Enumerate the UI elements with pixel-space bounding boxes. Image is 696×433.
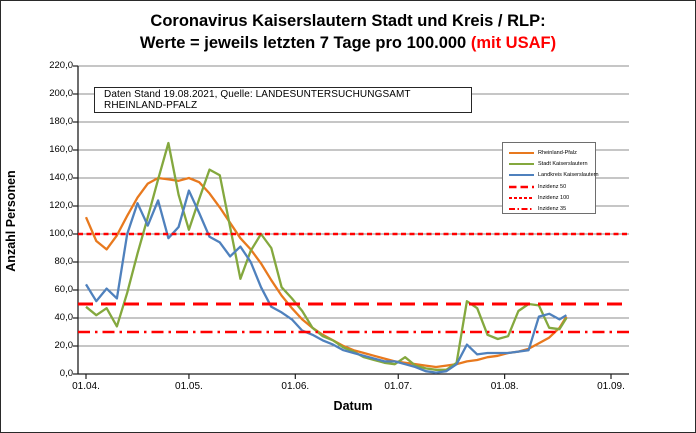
y-axis-tick-label: 20,0 bbox=[54, 340, 74, 351]
legend-label: Inzidenz 100 bbox=[538, 194, 570, 201]
legend-label: Inzidenz 35 bbox=[538, 206, 567, 213]
y-axis-tick-label: 0,0 bbox=[59, 368, 73, 379]
legend-row: Landkreis Kaiserslautern bbox=[508, 170, 599, 181]
legend-line-sample bbox=[509, 185, 534, 188]
y-axis-tick-label: 140,0 bbox=[49, 172, 73, 183]
legend-row: Inzidenz 50 bbox=[508, 181, 595, 192]
y-axis-tick-label: 160,0 bbox=[49, 144, 73, 155]
x-axis-tick-label: 01.07. bbox=[384, 381, 413, 392]
legend-label: Landkreis Kaiserslautern bbox=[538, 172, 599, 179]
x-axis-tick-label: 01.09. bbox=[597, 381, 625, 392]
legend-label: Stadt Kaiserslautern bbox=[538, 160, 588, 167]
chart-title-line1: Coronavirus Kaiserslautern Stadt und Kre… bbox=[150, 12, 546, 30]
legend-row: Stadt Kaiserslautern bbox=[508, 158, 595, 169]
series-stadt-kaiserslautern bbox=[85, 141, 568, 371]
legend-line-sample bbox=[509, 151, 534, 154]
chart-title-line2: Werte = jeweils letzten 7 Tage pro 100.0… bbox=[1, 32, 695, 54]
y-axis-tick-label: 200,0 bbox=[49, 88, 73, 99]
x-axis-tick-label: 01.06. bbox=[281, 381, 310, 392]
y-axis-tick-label: 60,0 bbox=[54, 284, 74, 295]
x-axis-tick-label: 01.05. bbox=[175, 381, 203, 392]
y-axis-tick-label: 40,0 bbox=[54, 312, 74, 323]
legend-row: Inzidenz 35 bbox=[508, 203, 595, 214]
x-axis-title: Datum bbox=[333, 399, 373, 413]
legend-line-sample bbox=[509, 196, 534, 199]
chart-title: Coronavirus Kaiserslautern Stadt und Kre… bbox=[1, 10, 695, 54]
x-axis-tick-label: 01.04. bbox=[72, 381, 100, 392]
chart-title-line2-black: Werte = jeweils letzten 7 Tage pro 100.0… bbox=[139, 34, 471, 52]
series-landkreis-kaiserslautern bbox=[85, 189, 567, 374]
legend-row: Inzidenz 100 bbox=[508, 192, 595, 203]
chart-legend: Rheinland-Pfalz Stadt Kaiserslautern Landk… bbox=[502, 142, 599, 214]
usaf-highlight: (mit USAF) bbox=[470, 34, 557, 52]
legend-line-sample bbox=[509, 174, 534, 177]
legend-label: Inzidenz 50 bbox=[538, 183, 567, 190]
y-axis-tick-label: 100,0 bbox=[49, 228, 73, 239]
y-axis-tick-label: 180,0 bbox=[49, 116, 73, 127]
legend-line-sample bbox=[509, 208, 534, 211]
legend-row: Rheinland-Pfalz bbox=[508, 147, 595, 158]
y-axis-tick-label: 220,0 bbox=[49, 60, 73, 71]
y-axis-tick-label: 120,0 bbox=[49, 200, 73, 211]
y-axis-tick-label: 80,0 bbox=[54, 256, 74, 267]
y-axis-title: Anzahl Personen bbox=[4, 170, 18, 272]
legend-label: Rheinland-Pfalz bbox=[538, 149, 577, 156]
data-source-box: Daten Stand 19.08.2021, Quelle: LANDESUN… bbox=[94, 87, 472, 113]
data-source-text: Daten Stand 19.08.2021, Quelle: LANDESUN… bbox=[104, 89, 411, 111]
legend-line-sample bbox=[509, 162, 534, 165]
x-axis-tick-label: 01.08. bbox=[490, 381, 519, 392]
